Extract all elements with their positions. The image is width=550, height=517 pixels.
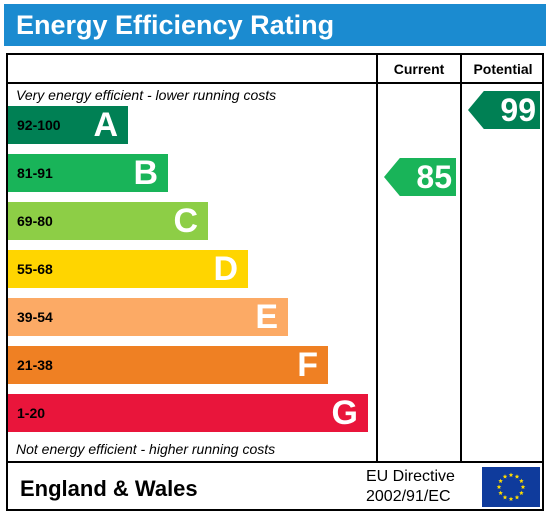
band-letter-label: E xyxy=(255,298,278,336)
flag-star xyxy=(496,484,502,489)
flag-star xyxy=(508,472,514,477)
band-range-label: 1-20 xyxy=(17,405,46,421)
directive-line-2: 2002/91/EC xyxy=(366,488,451,505)
potential-rating-value: 99 xyxy=(500,92,536,128)
band-range-label: 81-91 xyxy=(17,165,53,181)
page-title: Energy Efficiency Rating xyxy=(4,4,546,46)
current-rating-value: 85 xyxy=(416,159,452,195)
potential-column-divider xyxy=(460,53,462,463)
band-range-label: 39-54 xyxy=(17,309,53,325)
band-d: 55-68 D xyxy=(8,250,248,288)
band-letter-label: F xyxy=(297,346,318,384)
potential-rating-arrow: 99 xyxy=(468,91,540,129)
band-range-label: 92-100 xyxy=(17,117,61,133)
directive-line-1: EU Directive xyxy=(366,468,455,485)
current-column-divider xyxy=(376,53,378,463)
band-letter-label: B xyxy=(133,154,158,192)
band-letter-label: A xyxy=(93,106,118,144)
flag-star xyxy=(514,474,520,479)
rating-frame xyxy=(6,53,544,511)
band-g: 1-20 G xyxy=(8,394,368,432)
eu-flag-icon xyxy=(482,467,540,507)
region-label: England & Wales xyxy=(20,476,198,501)
flag-star xyxy=(502,474,508,479)
flag-star xyxy=(502,494,508,500)
flag-star xyxy=(508,496,514,501)
flag-star xyxy=(514,494,520,500)
band-a: 92-100 A xyxy=(8,106,128,144)
flag-star xyxy=(498,490,503,495)
potential-arrow-shape xyxy=(468,91,540,129)
potential-column-header: Potential xyxy=(473,61,533,77)
current-column-header: Current xyxy=(393,61,445,77)
footer-row-divider xyxy=(6,461,544,463)
bottom-caption: Not energy efficient - higher running co… xyxy=(16,441,276,457)
band-letter-label: G xyxy=(331,394,358,432)
band-range-label: 55-68 xyxy=(17,261,53,277)
band-b: 81-91 B xyxy=(8,154,168,192)
current-rating-arrow: 85 xyxy=(384,158,456,196)
eu-directive-label: EU Directive 2002/91/EC xyxy=(366,467,455,507)
flag-star xyxy=(519,490,524,495)
flag-star xyxy=(519,478,524,483)
band-range-label: 69-80 xyxy=(17,213,53,229)
band-range-label: 21-38 xyxy=(17,357,53,373)
band-letter-label: C xyxy=(173,202,198,240)
band-f: 21-38 F xyxy=(8,346,328,384)
header-row-divider xyxy=(6,82,544,84)
band-c: 69-80 C xyxy=(8,202,208,240)
current-arrow-shape xyxy=(384,158,456,196)
top-caption: Very energy efficient - lower running co… xyxy=(16,87,277,103)
flag-star xyxy=(520,484,526,489)
band-e: 39-54 E xyxy=(8,298,288,336)
flag-star xyxy=(498,478,503,483)
band-letter-label: D xyxy=(213,250,238,288)
